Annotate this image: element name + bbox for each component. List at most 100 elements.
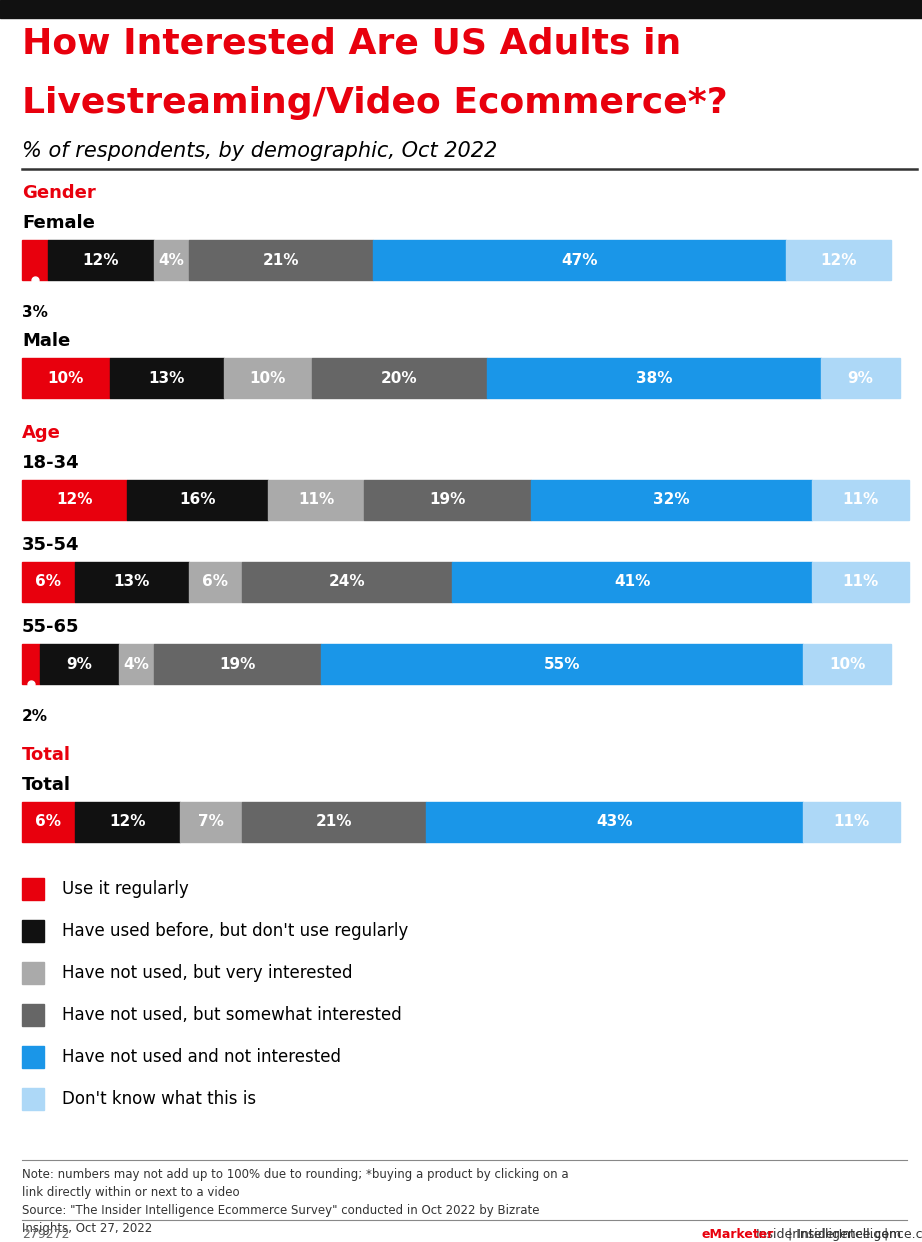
Text: Gender: Gender <box>22 184 96 202</box>
Bar <box>189 240 373 279</box>
Bar <box>812 479 909 520</box>
Text: 19%: 19% <box>430 493 466 508</box>
Bar <box>22 802 75 842</box>
Text: |: | <box>880 1228 892 1241</box>
Bar <box>154 240 189 279</box>
Text: 12%: 12% <box>83 252 119 267</box>
Bar <box>812 561 909 602</box>
Bar <box>373 240 786 279</box>
Text: 12%: 12% <box>821 252 857 267</box>
Text: 32%: 32% <box>654 493 690 508</box>
Bar <box>426 802 803 842</box>
Text: 24%: 24% <box>328 575 365 590</box>
Text: Total: Total <box>22 746 71 764</box>
Text: 11%: 11% <box>843 575 879 590</box>
Text: 47%: 47% <box>561 252 597 267</box>
Bar <box>312 358 488 397</box>
Bar <box>75 561 189 602</box>
Text: 11%: 11% <box>843 493 879 508</box>
Bar <box>22 963 44 984</box>
Text: 35-54: 35-54 <box>22 537 79 554</box>
Bar <box>267 479 364 520</box>
Bar <box>242 802 426 842</box>
Bar <box>119 645 154 684</box>
Bar <box>488 358 821 397</box>
Bar <box>821 358 900 397</box>
Text: Total: Total <box>22 776 71 794</box>
Bar <box>803 802 900 842</box>
Text: 9%: 9% <box>66 657 92 672</box>
Text: 9%: 9% <box>847 370 873 385</box>
Text: 10%: 10% <box>250 370 286 385</box>
Text: eMarketer: eMarketer <box>702 1228 774 1241</box>
Bar <box>22 1088 44 1110</box>
Bar <box>786 240 892 279</box>
Bar <box>224 358 312 397</box>
Text: 10%: 10% <box>48 370 84 385</box>
Bar <box>22 920 44 941</box>
Text: How Interested Are US Adults in: How Interested Are US Adults in <box>22 26 681 60</box>
Bar <box>452 561 812 602</box>
Text: 18-34: 18-34 <box>22 455 79 472</box>
Text: 11%: 11% <box>298 493 335 508</box>
Text: Don't know what this is: Don't know what this is <box>62 1090 256 1108</box>
Bar <box>22 878 44 900</box>
Text: Female: Female <box>22 214 95 232</box>
Text: % of respondents, by demographic, Oct 2022: % of respondents, by demographic, Oct 20… <box>22 142 497 161</box>
Text: 41%: 41% <box>614 575 650 590</box>
Text: | InsiderIntelligence.com: | InsiderIntelligence.com <box>784 1228 922 1241</box>
Text: InsiderIntelligence.com: InsiderIntelligence.com <box>756 1228 902 1241</box>
Text: Have used before, but don't use regularly: Have used before, but don't use regularl… <box>62 922 408 940</box>
Bar <box>189 561 242 602</box>
Bar <box>22 479 127 520</box>
Text: 13%: 13% <box>113 575 150 590</box>
Bar <box>22 561 75 602</box>
Text: 20%: 20% <box>381 370 418 385</box>
Text: 4%: 4% <box>124 657 149 672</box>
Text: Age: Age <box>22 424 61 442</box>
Bar <box>0 0 922 17</box>
Bar <box>531 479 812 520</box>
Text: 43%: 43% <box>597 815 632 830</box>
Text: 21%: 21% <box>263 252 300 267</box>
Text: Male: Male <box>22 332 70 350</box>
Text: 2%: 2% <box>22 709 48 724</box>
Bar <box>22 1046 44 1068</box>
Text: 6%: 6% <box>202 575 228 590</box>
Text: 12%: 12% <box>109 815 146 830</box>
Bar <box>40 645 119 684</box>
Text: Have not used, but very interested: Have not used, but very interested <box>62 964 352 982</box>
Text: 13%: 13% <box>148 370 185 385</box>
Bar <box>364 479 531 520</box>
Text: 10%: 10% <box>829 657 866 672</box>
Bar <box>127 479 267 520</box>
Bar <box>22 358 110 397</box>
Bar <box>110 358 224 397</box>
Text: 21%: 21% <box>315 815 352 830</box>
Text: 4%: 4% <box>159 252 184 267</box>
Text: Have not used and not interested: Have not used and not interested <box>62 1048 341 1066</box>
Text: 55%: 55% <box>544 657 580 672</box>
Bar <box>22 240 48 279</box>
Text: 12%: 12% <box>56 493 93 508</box>
Bar <box>22 645 40 684</box>
Bar <box>75 802 180 842</box>
Text: Note: numbers may not add up to 100% due to rounding; *buying a product by click: Note: numbers may not add up to 100% due… <box>22 1167 569 1235</box>
Bar <box>242 561 452 602</box>
Text: 6%: 6% <box>35 575 62 590</box>
Bar <box>180 802 242 842</box>
Text: 7%: 7% <box>198 815 224 830</box>
Text: 11%: 11% <box>833 815 869 830</box>
Text: 19%: 19% <box>219 657 255 672</box>
Text: 6%: 6% <box>35 815 62 830</box>
Text: 55-65: 55-65 <box>22 619 79 636</box>
Bar <box>321 645 803 684</box>
Text: Use it regularly: Use it regularly <box>62 881 189 898</box>
Text: Have not used, but somewhat interested: Have not used, but somewhat interested <box>62 1006 402 1023</box>
Bar <box>22 1004 44 1026</box>
Bar <box>803 645 892 684</box>
Text: 279272: 279272 <box>22 1228 69 1241</box>
Bar <box>154 645 321 684</box>
Text: 16%: 16% <box>180 493 216 508</box>
Text: 38%: 38% <box>636 370 672 385</box>
